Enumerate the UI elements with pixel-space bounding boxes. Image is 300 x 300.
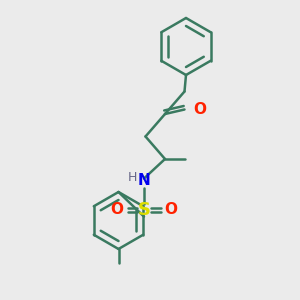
Text: O: O <box>164 202 178 217</box>
Text: S: S <box>137 201 151 219</box>
Text: H: H <box>128 171 137 184</box>
Text: O: O <box>110 202 124 217</box>
Text: O: O <box>194 102 206 117</box>
Text: N: N <box>138 173 150 188</box>
